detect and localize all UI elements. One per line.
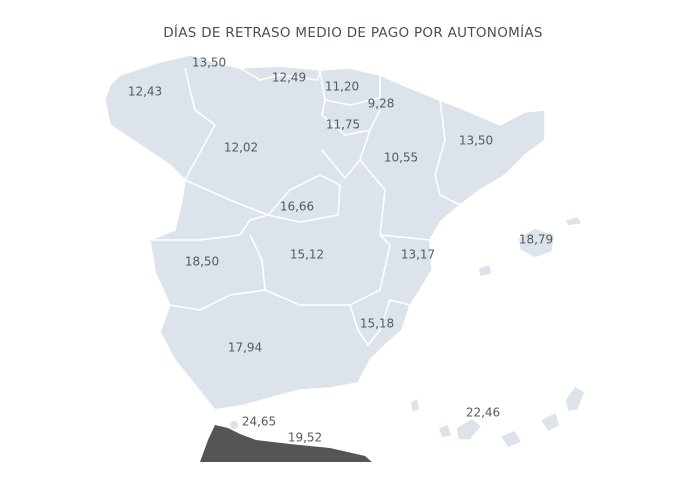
region-value: 16,66: [280, 200, 314, 214]
border: [249, 234, 391, 306]
region-labels: 12,43 13,50 12,49 11,20 9,28 11,75 12,02…: [128, 56, 553, 445]
region-value: 10,55: [384, 151, 418, 165]
border: [169, 289, 266, 311]
region-value: 12,43: [128, 85, 162, 99]
mallorca: [517, 227, 556, 259]
region-value: 13,50: [459, 134, 493, 148]
canary-5: [538, 410, 561, 433]
ceuta: [230, 421, 238, 429]
region-value: 9,28: [368, 97, 395, 111]
border: [267, 174, 341, 223]
canary-6: [564, 385, 586, 413]
border: [321, 149, 361, 180]
region-value: 13,50: [192, 56, 226, 70]
peninsula: [104, 54, 546, 411]
border: [349, 299, 411, 347]
land: [104, 54, 586, 462]
region-value: 17,94: [228, 341, 262, 355]
border: [359, 129, 431, 241]
border: [184, 179, 269, 216]
region-value: 15,12: [290, 248, 324, 262]
border: [319, 69, 381, 106]
region-value: 12,02: [224, 141, 258, 155]
region-value: 11,75: [326, 118, 360, 132]
region-value: 19,52: [288, 431, 322, 445]
region-value: 18,79: [519, 233, 553, 247]
region-borders: [150, 67, 461, 347]
border: [434, 99, 461, 206]
canary-2: [437, 423, 453, 439]
region-value: 22,46: [466, 406, 500, 420]
region-value: 11,20: [325, 80, 359, 94]
border: [150, 214, 269, 241]
map-title: DÍAS DE RETRASO MEDIO DE PAGO POR AUTONO…: [163, 24, 543, 41]
region-value: 13,17: [401, 248, 435, 262]
border: [321, 99, 381, 136]
canary-4: [498, 429, 524, 449]
region-value: 24,65: [242, 415, 276, 429]
region-value: 15,18: [360, 317, 394, 331]
canary-3: [455, 417, 484, 441]
africa: [200, 425, 372, 462]
region-value: 12,49: [272, 71, 306, 85]
ibiza: [477, 263, 493, 278]
border: [184, 67, 217, 181]
region-value: 18,50: [185, 255, 219, 269]
border: [239, 67, 321, 81]
canary-1: [409, 396, 421, 413]
menorca: [563, 215, 584, 227]
